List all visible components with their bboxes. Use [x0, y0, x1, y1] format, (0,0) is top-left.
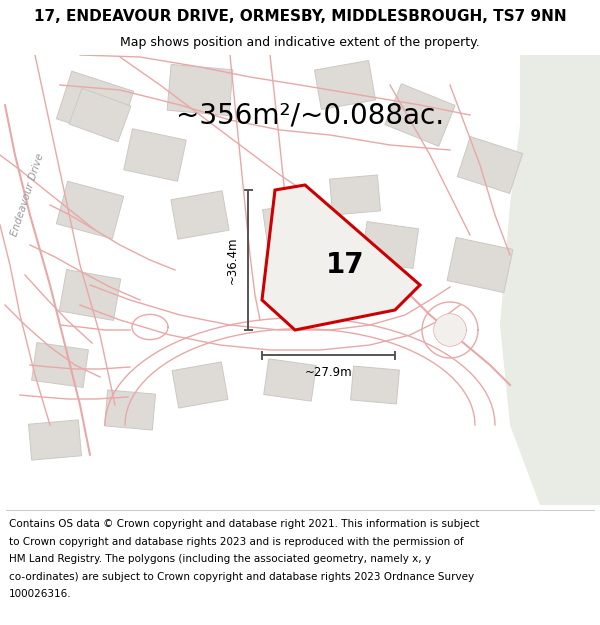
Text: Map shows position and indicative extent of the property.: Map shows position and indicative extent…	[120, 36, 480, 49]
Text: 100026316.: 100026316.	[9, 589, 71, 599]
Bar	[167, 64, 233, 116]
Bar	[171, 191, 229, 239]
Bar	[124, 129, 186, 181]
Text: ~27.9m: ~27.9m	[305, 366, 352, 379]
Text: Contains OS data © Crown copyright and database right 2021. This information is : Contains OS data © Crown copyright and d…	[9, 519, 479, 529]
Text: 17, ENDEAVOUR DRIVE, ORMESBY, MIDDLESBROUGH, TS7 9NN: 17, ENDEAVOUR DRIVE, ORMESBY, MIDDLESBRO…	[34, 9, 566, 24]
Bar	[385, 84, 455, 146]
Text: 17: 17	[326, 251, 364, 279]
Text: ~356m²/~0.088ac.: ~356m²/~0.088ac.	[176, 101, 444, 129]
Bar	[104, 390, 155, 430]
Bar	[32, 342, 88, 388]
Bar	[56, 181, 124, 239]
Bar	[69, 88, 131, 142]
Bar	[172, 362, 228, 408]
Text: HM Land Registry. The polygons (including the associated geometry, namely x, y: HM Land Registry. The polygons (includin…	[9, 554, 431, 564]
Bar	[329, 175, 380, 215]
Bar	[314, 61, 376, 109]
Text: ~36.4m: ~36.4m	[226, 236, 239, 284]
Circle shape	[434, 314, 466, 346]
Polygon shape	[262, 185, 420, 330]
Text: co-ordinates) are subject to Crown copyright and database rights 2023 Ordnance S: co-ordinates) are subject to Crown copyr…	[9, 572, 474, 582]
Bar	[29, 420, 82, 460]
Bar	[264, 359, 316, 401]
Bar	[56, 71, 134, 139]
Polygon shape	[500, 55, 600, 505]
Bar	[263, 202, 317, 248]
Bar	[350, 366, 400, 404]
Bar	[457, 136, 523, 194]
Text: Endeavour Drive: Endeavour Drive	[10, 152, 46, 238]
Bar	[361, 222, 419, 268]
Text: to Crown copyright and database rights 2023 and is reproduced with the permissio: to Crown copyright and database rights 2…	[9, 537, 464, 547]
Bar	[59, 269, 121, 321]
Bar	[447, 238, 513, 292]
